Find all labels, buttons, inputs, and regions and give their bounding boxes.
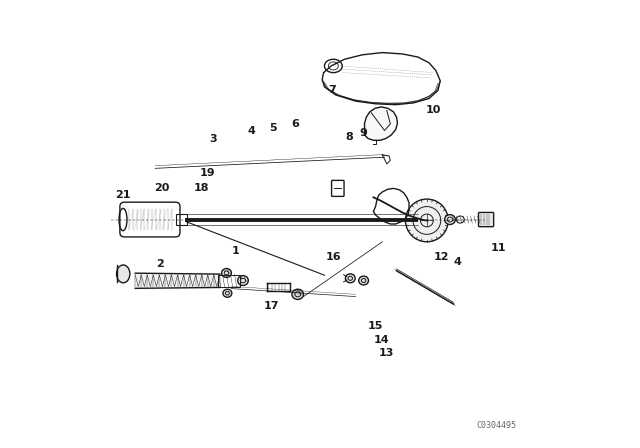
Text: 7: 7: [328, 86, 337, 95]
Text: 4: 4: [453, 257, 461, 267]
Text: 3: 3: [209, 134, 217, 144]
Text: 1: 1: [232, 246, 239, 256]
Text: 15: 15: [368, 321, 383, 332]
Ellipse shape: [223, 289, 232, 297]
Ellipse shape: [445, 215, 455, 224]
Text: 11: 11: [490, 243, 506, 254]
Text: 16: 16: [326, 252, 341, 263]
Text: 14: 14: [374, 335, 389, 345]
Ellipse shape: [221, 268, 232, 277]
Text: 18: 18: [193, 183, 209, 194]
Text: 10: 10: [426, 105, 441, 116]
Text: C0304495: C0304495: [476, 421, 516, 430]
Polygon shape: [135, 273, 220, 289]
Ellipse shape: [359, 276, 369, 285]
Text: 17: 17: [263, 302, 279, 311]
Ellipse shape: [346, 274, 355, 283]
Text: 5: 5: [269, 123, 277, 133]
Bar: [175, 214, 187, 225]
Ellipse shape: [116, 265, 130, 283]
FancyBboxPatch shape: [479, 212, 493, 227]
Text: 13: 13: [379, 348, 394, 358]
Text: 8: 8: [345, 132, 353, 142]
Ellipse shape: [292, 289, 303, 299]
Ellipse shape: [456, 216, 464, 223]
Text: 12: 12: [433, 252, 449, 263]
Bar: [218, 275, 240, 287]
Text: 6: 6: [292, 119, 300, 129]
Text: 9: 9: [360, 128, 367, 138]
Text: 20: 20: [154, 183, 170, 194]
Text: 4: 4: [247, 125, 255, 135]
Ellipse shape: [237, 276, 248, 285]
Text: 21: 21: [115, 190, 131, 200]
Text: 2: 2: [156, 259, 164, 269]
Polygon shape: [365, 107, 397, 140]
Ellipse shape: [406, 199, 448, 242]
Text: 19: 19: [200, 168, 216, 178]
